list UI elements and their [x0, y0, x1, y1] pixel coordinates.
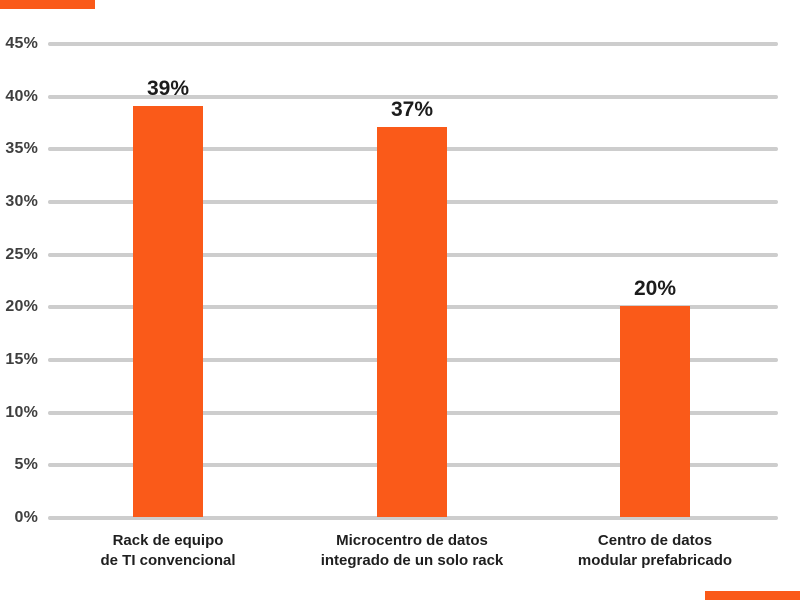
y-tick-label: 5%: [14, 456, 38, 473]
y-tick-label: 25%: [5, 246, 38, 263]
bar: [133, 106, 203, 517]
y-tick-label: 10%: [5, 404, 38, 421]
category-label: Centro de datos modular prefabricado: [540, 531, 770, 571]
gridline: [48, 42, 778, 46]
category-label-line: modular prefabricado: [577, 552, 733, 569]
bar: [620, 306, 690, 517]
y-tick-label: 0%: [14, 509, 38, 526]
bar: [377, 127, 447, 517]
gridline: [48, 516, 778, 520]
y-tick-label: 45%: [5, 35, 38, 52]
y-tick-label: 35%: [5, 140, 38, 157]
bar-value-label: 39%: [146, 77, 190, 100]
category-label-line: Rack de equipo: [112, 532, 224, 549]
bottom-right-accent-bar: [705, 591, 800, 600]
bar-value-label: 37%: [390, 98, 434, 121]
category-label-line: de TI convencional: [100, 552, 236, 569]
y-tick-label: 30%: [5, 193, 38, 210]
category-label: Rack de equipo de TI convencional: [53, 531, 283, 571]
y-tick-label: 20%: [5, 298, 38, 315]
y-tick-label: 15%: [5, 351, 38, 368]
gridline: [48, 95, 778, 99]
category-label-line: integrado de un solo rack: [320, 552, 504, 569]
category-label-line: Centro de datos: [597, 532, 713, 549]
y-tick-label: 40%: [5, 88, 38, 105]
category-label-line: Microcentro de datos: [336, 532, 488, 549]
category-label: Microcentro de datos integrado de un solo…: [297, 531, 527, 571]
top-left-accent-bar: [0, 0, 95, 9]
bar-value-label: 20%: [633, 277, 677, 300]
